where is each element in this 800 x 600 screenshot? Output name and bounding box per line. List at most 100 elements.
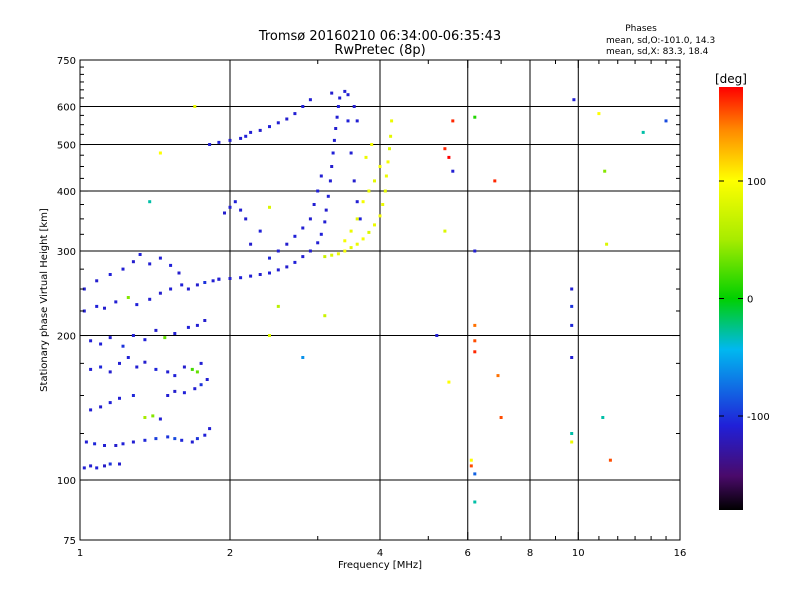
data-point: [239, 136, 243, 140]
data-point: [338, 96, 342, 100]
data-point: [323, 255, 327, 259]
data-point: [664, 119, 668, 123]
colorbar-tick-label: 100: [747, 177, 766, 188]
data-point: [89, 408, 93, 412]
data-point: [154, 437, 158, 441]
data-point: [355, 242, 359, 246]
data-point: [180, 438, 184, 442]
data-point: [82, 466, 86, 470]
data-point: [89, 367, 93, 371]
data-point: [308, 249, 312, 253]
data-point: [108, 462, 112, 466]
data-point: [390, 119, 394, 123]
data-point: [443, 147, 447, 151]
data-point: [367, 230, 371, 234]
plot-area: 1 2 4 6 8 10 16 75 100 200 300 400 500 600 750: [57, 56, 686, 559]
data-point: [166, 394, 170, 397]
data-point: [199, 361, 203, 365]
data-point: [572, 98, 576, 102]
data-point: [182, 391, 186, 395]
data-point: [135, 365, 139, 369]
data-point: [114, 300, 118, 304]
data-point: [308, 217, 312, 221]
data-point: [469, 458, 473, 462]
data-point: [268, 205, 271, 209]
x-axis-label: Frequency [MHz]: [338, 560, 422, 571]
data-point: [355, 217, 359, 221]
data-point: [276, 121, 280, 125]
data-point: [180, 283, 184, 287]
data-point: [330, 91, 334, 95]
colorbar-tick-label: 0: [747, 295, 753, 306]
data-point: [473, 249, 477, 253]
data-point: [378, 165, 382, 168]
data-point: [330, 253, 334, 257]
data-point: [203, 433, 207, 437]
data-point: [324, 208, 328, 212]
data-point: [361, 200, 365, 204]
data-point: [195, 283, 199, 287]
data-point: [195, 323, 199, 327]
y-tick-label: 100: [57, 476, 76, 487]
data-point: [384, 174, 388, 178]
data-point: [336, 252, 340, 256]
data-point: [367, 189, 371, 193]
data-point: [108, 370, 112, 374]
data-point: [114, 444, 118, 447]
data-point: [301, 105, 305, 108]
data-point: [451, 169, 455, 173]
data-point: [447, 155, 451, 159]
data-point: [93, 442, 97, 446]
data-point: [323, 220, 327, 224]
data-point: [108, 336, 112, 340]
colorbar-ticks: 100 0 -100: [719, 177, 770, 423]
x-tick-label: 10: [572, 548, 585, 559]
data-point: [601, 416, 605, 419]
data-point: [332, 138, 336, 142]
data-point: [249, 242, 253, 246]
data-point: [211, 279, 215, 283]
data-point: [126, 296, 130, 299]
data-point: [355, 200, 359, 204]
data-point: [228, 205, 232, 209]
x-axis-ticks: 1 2 4 6 8 10 16: [77, 60, 686, 559]
y-axis-label: Stationary phase Virtual Height [km]: [39, 208, 50, 392]
data-point: [570, 356, 574, 359]
data-point: [151, 414, 155, 418]
data-point: [285, 242, 289, 246]
y-tick-label: 75: [63, 536, 76, 547]
data-point: [203, 281, 207, 284]
data-point: [361, 237, 365, 241]
data-point: [190, 440, 194, 444]
data-point: [378, 214, 382, 218]
data-point: [473, 472, 477, 476]
data-point: [148, 297, 152, 301]
data-point: [118, 396, 121, 400]
phases-stat-o: mean, sd,O:-101.0, 14.3: [606, 36, 715, 46]
data-point: [158, 151, 162, 155]
data-point: [208, 427, 212, 431]
y-tick-label: 750: [57, 56, 76, 67]
data-point: [217, 140, 221, 144]
x-tick-label: 1: [77, 548, 83, 559]
data-point: [169, 263, 173, 267]
data-point: [597, 112, 601, 116]
data-point: [358, 217, 362, 221]
data-point: [285, 265, 289, 269]
data-point: [143, 338, 147, 342]
data-point: [195, 437, 199, 441]
data-point: [343, 89, 347, 93]
x-tick-label: 4: [377, 548, 383, 559]
data-point: [323, 314, 327, 318]
data-point: [82, 287, 86, 291]
data-point: [244, 217, 248, 221]
data-point: [131, 440, 135, 444]
data-point: [570, 323, 574, 327]
data-point: [143, 416, 147, 419]
data-point: [355, 119, 359, 123]
data-point: [373, 223, 376, 227]
x-tick-label: 8: [527, 548, 533, 559]
data-point: [244, 134, 248, 138]
data-point: [121, 267, 125, 271]
y-tick-label: 500: [57, 141, 76, 152]
